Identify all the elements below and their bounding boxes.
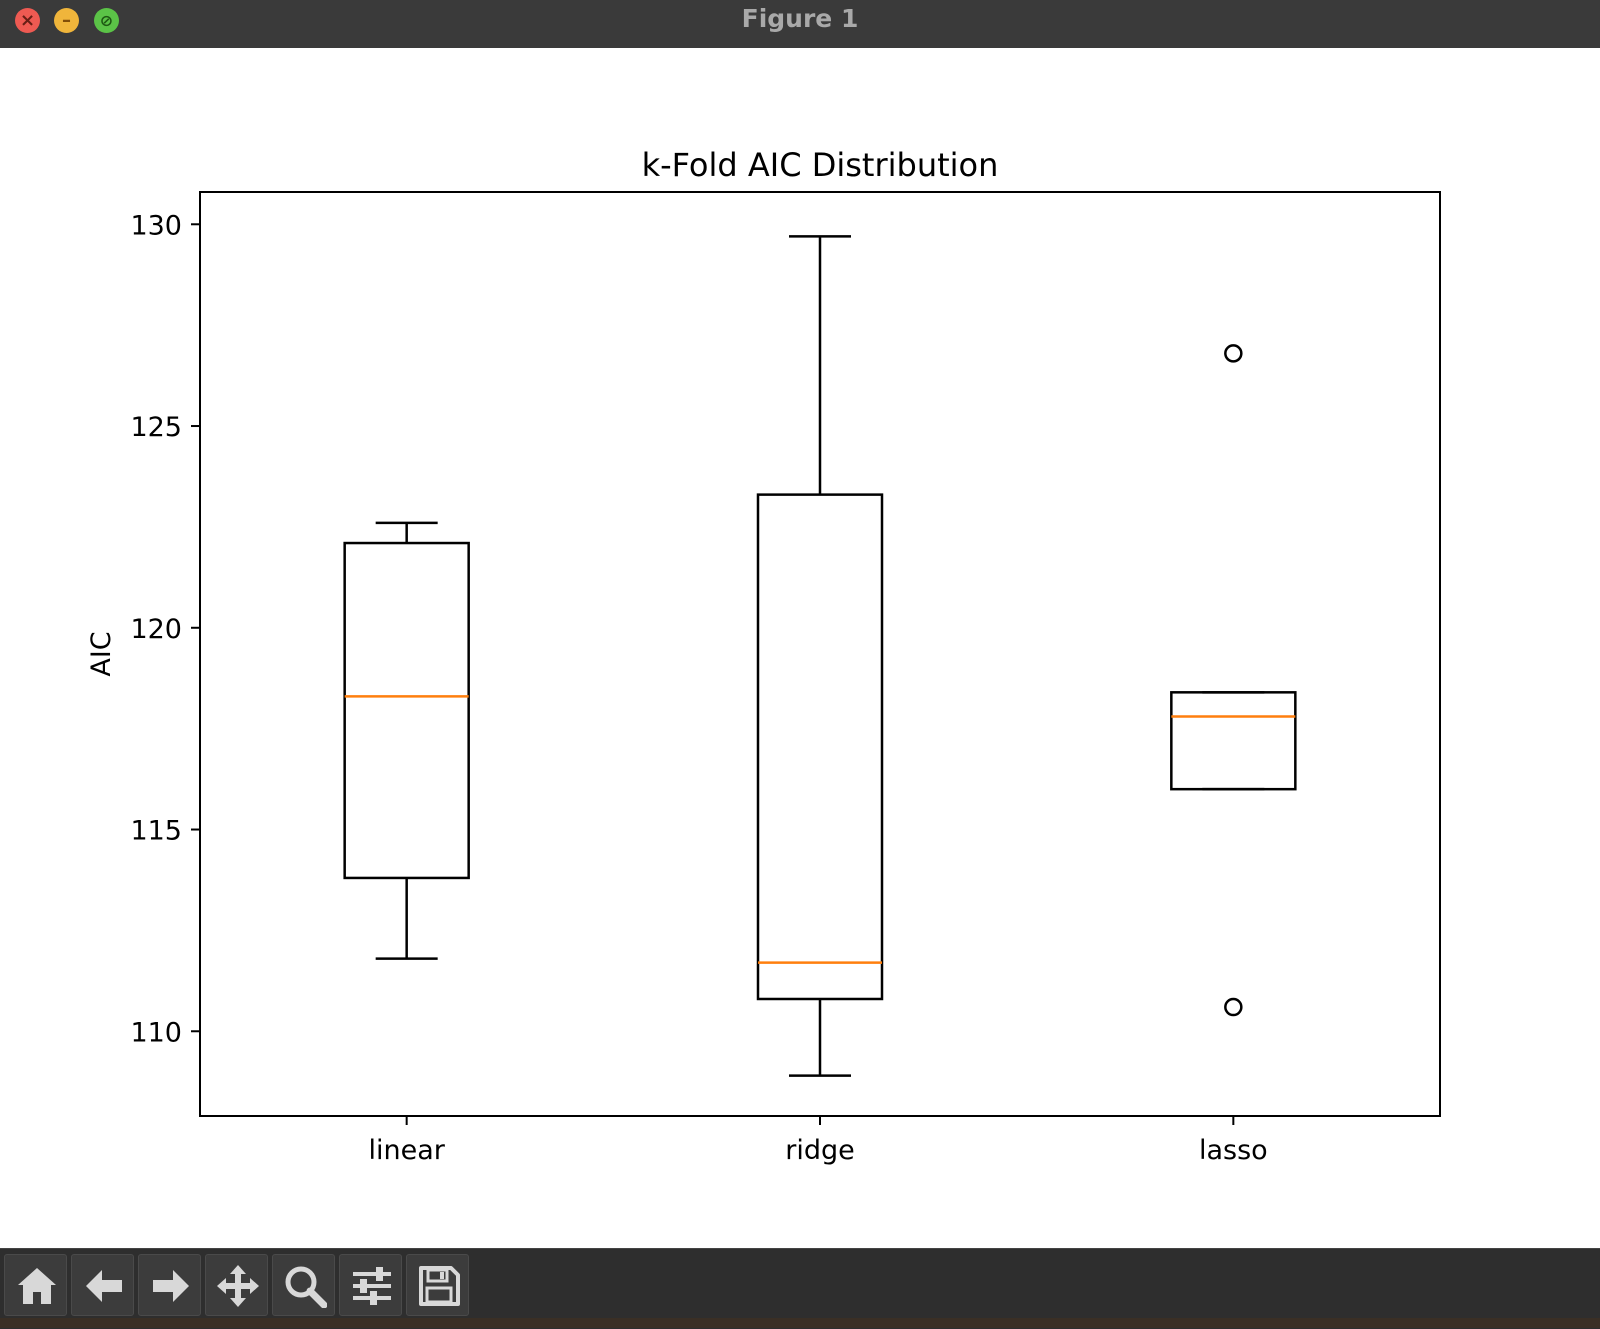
save-button[interactable] xyxy=(406,1254,469,1316)
y-axis-label: AIC xyxy=(86,631,117,676)
y-tick-label: 120 xyxy=(130,614,182,645)
navigation-toolbar xyxy=(0,1248,1600,1329)
x-tick-label: lasso xyxy=(1199,1135,1268,1166)
home-button[interactable] xyxy=(4,1254,67,1316)
configure-subplots-button[interactable] xyxy=(339,1254,402,1316)
x-tick-label: linear xyxy=(368,1135,445,1166)
box-body xyxy=(343,541,470,880)
arrow-right-icon xyxy=(153,1270,189,1302)
zoom-window-button[interactable]: ⊘ xyxy=(94,8,119,33)
zoom-icon: ⊘ xyxy=(99,11,114,30)
boxplot-chart: k-Fold AIC Distribution AIC 110 115 120 125 13… xyxy=(86,146,1441,1166)
y-tick-label: 115 xyxy=(130,816,182,847)
pan-button[interactable] xyxy=(205,1254,268,1316)
window-titlebar: × – ⊘ Figure 1 xyxy=(0,0,1600,49)
close-window-button[interactable]: × xyxy=(15,8,40,33)
box-body xyxy=(1170,691,1297,791)
box-lasso xyxy=(1170,344,1297,1017)
chart-title: k-Fold AIC Distribution xyxy=(642,146,999,184)
desktop-background-strip xyxy=(0,1318,1600,1328)
figure-canvas[interactable]: k-Fold AIC Distribution AIC 110 115 120 125 13… xyxy=(0,48,1600,1248)
y-tick-label: 110 xyxy=(130,1017,182,1048)
zoom-button[interactable] xyxy=(272,1254,335,1316)
axes-frame xyxy=(199,191,1441,1117)
box-body xyxy=(756,493,884,1001)
forward-button[interactable] xyxy=(138,1254,201,1316)
move-icon xyxy=(217,1265,259,1307)
y-tick-label: 130 xyxy=(130,210,182,241)
arrow-left-icon xyxy=(86,1270,122,1302)
back-button[interactable] xyxy=(71,1254,134,1316)
close-icon: × xyxy=(19,10,36,31)
window-title: Figure 1 xyxy=(741,4,859,33)
flier-point xyxy=(1224,344,1243,363)
y-tick-label: 125 xyxy=(130,412,182,443)
x-tick-label: ridge xyxy=(785,1135,855,1166)
minimize-icon: – xyxy=(62,10,71,31)
floppy-disk-icon xyxy=(419,1266,460,1306)
magnifier-icon xyxy=(285,1266,327,1308)
home-icon xyxy=(18,1268,56,1304)
box-linear xyxy=(343,521,470,960)
minimize-window-button[interactable]: – xyxy=(54,8,79,33)
box-ridge xyxy=(756,235,884,1077)
sliders-icon xyxy=(353,1267,391,1305)
flier-point xyxy=(1224,997,1243,1017)
